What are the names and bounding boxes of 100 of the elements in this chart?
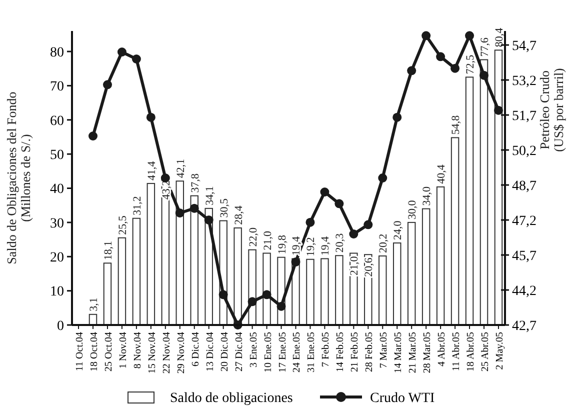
y2-tick-label: 47,2 xyxy=(512,214,536,229)
data-label: 19,2 xyxy=(305,237,318,256)
bar xyxy=(306,258,314,326)
bar xyxy=(480,59,488,326)
bar xyxy=(320,258,329,326)
data-label: 19,8 xyxy=(276,234,288,254)
x-tick-label: 15 Nov.04 xyxy=(146,332,158,374)
x-tick-label: 18 Oct.04 xyxy=(89,332,100,372)
point xyxy=(88,132,98,140)
data-label: 20,3 xyxy=(334,232,346,253)
bar xyxy=(190,195,198,326)
x-tick-label: 14 Feb.05 xyxy=(335,332,346,372)
data-label: 41,4 xyxy=(146,160,158,180)
x-tick-label: 21 Mar.05 xyxy=(408,332,419,374)
x-tick-label: 25 Abr.05 xyxy=(480,332,491,372)
data-label: 80,4 xyxy=(493,27,506,48)
x-tick-label: 13 Dic.04 xyxy=(204,332,216,372)
legend-label: Saldo de obligaciones xyxy=(170,391,293,406)
data-label: 25,5 xyxy=(116,215,129,235)
y2-tick-label: 54,7 xyxy=(512,38,536,54)
bar xyxy=(494,50,503,326)
data-label: 28,4 xyxy=(232,205,245,225)
point xyxy=(494,106,503,115)
y-tick-label: 60 xyxy=(50,114,64,129)
x-tick-label: 17 Ene.05 xyxy=(277,332,288,373)
x-tick-label: 21 Feb.05 xyxy=(350,332,361,372)
point xyxy=(436,52,446,62)
point xyxy=(262,290,272,300)
y-tick-label: 50 xyxy=(50,148,64,163)
x-tick-label: 27 Dic.04 xyxy=(234,332,245,372)
x-tick-label: 18 Abr.05 xyxy=(466,332,477,372)
y-tick-label: 40 xyxy=(50,182,64,198)
x-tick-label: 4 Abr.05 xyxy=(436,332,448,366)
bar xyxy=(436,186,445,326)
y2-axis-title: Petróleo Crudo (US$ por barril) xyxy=(537,68,566,152)
data-label: 20,6 xyxy=(363,257,376,277)
data-label: 24,0 xyxy=(392,220,404,240)
x-tick-label: 20 Dic.04 xyxy=(219,332,230,372)
y2-tick-label: 44,2 xyxy=(512,284,536,299)
legend-label: Crudo WTI xyxy=(370,391,436,406)
point xyxy=(190,204,199,213)
point xyxy=(276,302,286,311)
data-label: 18,1 xyxy=(102,240,114,260)
data-label: 37,8 xyxy=(189,173,202,193)
data-label: 22,0 xyxy=(247,227,260,247)
bar xyxy=(465,76,474,326)
x-tick-label: 22 Nov.04 xyxy=(161,332,172,374)
y2-tick-label: 42,7 xyxy=(512,318,536,334)
point xyxy=(175,208,184,218)
x-tick-label: 11 Abr.05 xyxy=(451,332,462,372)
point xyxy=(218,290,228,300)
point xyxy=(132,54,141,64)
x-tick-label: 6 Dic.04 xyxy=(190,332,202,366)
point xyxy=(146,112,156,122)
data-label: 34,1 xyxy=(204,186,216,206)
y2-tick-label: 45,7 xyxy=(512,248,536,264)
y2-tick-label: 48,7 xyxy=(512,178,536,194)
x-tick-label: 24 Ene.05 xyxy=(292,332,303,373)
point xyxy=(450,64,460,73)
data-label: 42,1 xyxy=(174,158,187,178)
x-tick-label: 8 Nov.04 xyxy=(132,332,144,369)
y-tick-label: 70 xyxy=(50,80,64,95)
bar xyxy=(378,255,387,326)
point xyxy=(248,297,257,306)
bar xyxy=(176,180,184,326)
bar xyxy=(335,255,344,326)
bar xyxy=(234,227,242,326)
x-tick-label: 28 Feb.05 xyxy=(364,332,376,372)
bar xyxy=(422,208,430,326)
point xyxy=(392,112,402,122)
x-tick-label: 31 Ene.05 xyxy=(306,332,318,373)
point xyxy=(349,230,358,238)
data-label: 21,0 xyxy=(348,256,361,276)
y-tick-label: 20 xyxy=(50,250,64,266)
x-tick-label: 7 Feb.05 xyxy=(320,332,332,367)
data-label: 21,0 xyxy=(262,230,274,250)
y-tick-label: 10 xyxy=(50,284,64,300)
x-tick-label: 29 Nov.04 xyxy=(176,332,187,374)
data-label: 34,0 xyxy=(421,186,434,206)
point xyxy=(480,70,488,80)
data-label: 31,2 xyxy=(131,196,144,216)
data-label: 30,5 xyxy=(218,198,230,218)
y-tick-label: 0 xyxy=(57,318,64,334)
x-tick-label: 7 Mar.05 xyxy=(378,332,390,368)
data-label: 77,6 xyxy=(479,36,491,57)
bar xyxy=(392,242,402,326)
data-label: 40,4 xyxy=(436,164,448,184)
x-tick-label: 25 Oct.04 xyxy=(103,332,114,372)
x-tick-label: 10 Ene.05 xyxy=(262,332,274,373)
point xyxy=(291,258,300,266)
data-label: 19,4 xyxy=(320,236,332,256)
data-label: 54,8 xyxy=(450,114,462,135)
data-label: 3,1 xyxy=(88,298,100,312)
point xyxy=(422,31,431,40)
data-label: 72,5 xyxy=(464,54,477,74)
bar xyxy=(132,218,141,326)
point xyxy=(334,199,344,208)
bar xyxy=(118,237,126,326)
point xyxy=(378,174,388,182)
x-tick-label: 28 Mar.05 xyxy=(422,332,434,374)
